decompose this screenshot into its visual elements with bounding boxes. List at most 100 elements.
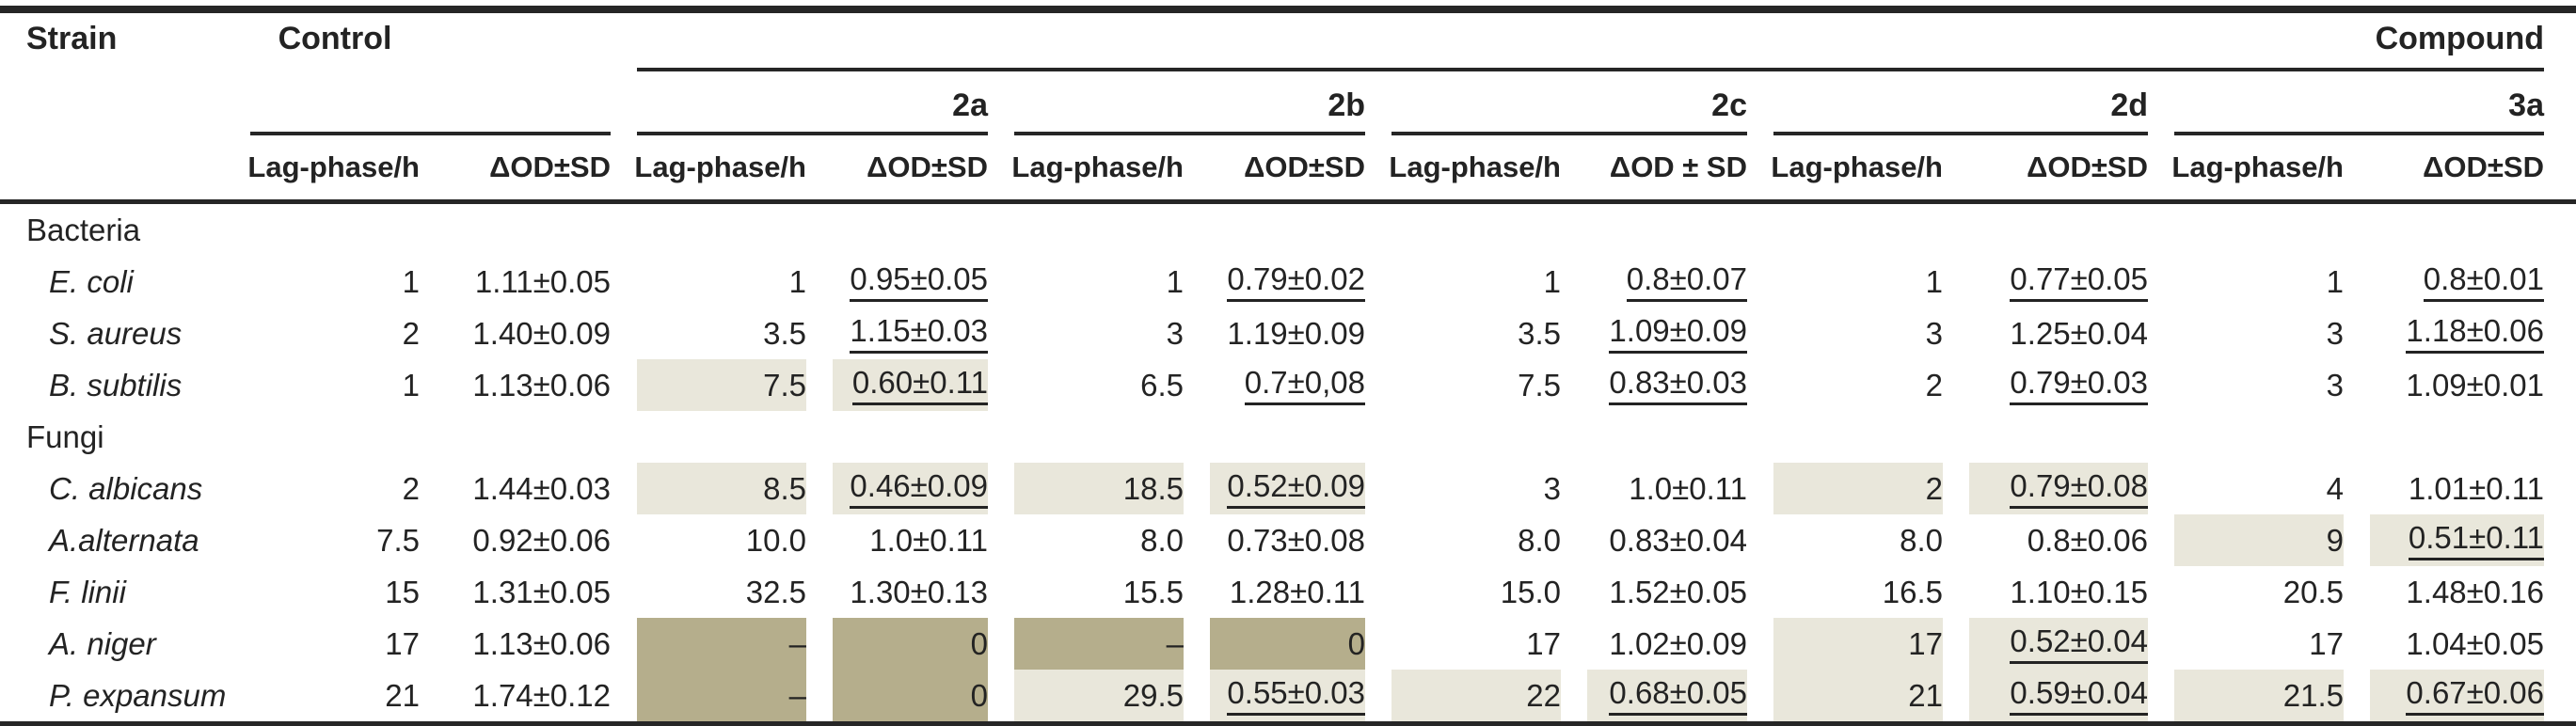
value-cell: 1.44±0.03 <box>472 470 611 506</box>
value-cell: 0.68±0.05 <box>1587 670 1747 721</box>
value-cell: 0 <box>833 618 988 670</box>
header-body-divider-rule <box>0 199 2576 204</box>
value-cell: 0.8±0.01 <box>2370 256 2544 308</box>
value-cell: 0.51±0.11 <box>2370 514 2544 566</box>
value-cell: 7.5 <box>1518 367 1561 402</box>
value-cell: 1.09±0.09 <box>1587 308 1747 359</box>
underlined-value: 0.68±0.05 <box>1609 676 1747 716</box>
table-row: E. coli 1 1.11±0.05 1 0.95±0.05 1 0.79±0.02 1 0.… <box>26 256 2544 308</box>
value-cell: 1.31±0.05 <box>472 574 611 609</box>
table-row: A. niger 17 1.13±0.06–0–0 17 1.02±0.09 17 0.52… <box>26 618 2544 670</box>
value-cell: 3.5 <box>1518 315 1561 351</box>
underlined-value: 0.79±0.08 <box>2010 469 2148 509</box>
group-header-2a: 2a <box>637 71 988 135</box>
value-cell: 1.13±0.06 <box>472 367 611 402</box>
subheader-od-2b: ΔOD±SD <box>1244 150 1365 183</box>
underlined-value: 1.15±0.03 <box>850 314 988 354</box>
value-cell: 0.79±0.03 <box>1969 359 2148 411</box>
value-cell: 21 <box>385 677 420 713</box>
strain-cell: F. linii <box>49 574 126 609</box>
value-cell: 8.0 <box>1518 522 1561 558</box>
underlined-value: 0.8±0.07 <box>1626 262 1747 302</box>
value-cell: 2 <box>1925 367 1943 402</box>
value-cell: 9 <box>2174 514 2344 566</box>
control-header: Control <box>278 21 392 56</box>
value-cell: – <box>637 670 806 721</box>
underlined-value: 0.83±0.03 <box>1609 366 1747 405</box>
value-cell: 15.0 <box>1500 574 1561 609</box>
value-cell: 1.09±0.01 <box>2406 367 2544 402</box>
value-cell: 1.28±0.11 <box>1229 574 1365 609</box>
value-cell: 21.5 <box>2174 670 2344 721</box>
underlined-value: 0.7±0,08 <box>1244 366 1365 405</box>
underlined-value: 0.46±0.09 <box>850 469 988 509</box>
group-header-2c: 2c <box>1391 71 1747 135</box>
value-cell: 0 <box>833 670 988 721</box>
value-cell: 1.10±0.15 <box>2010 574 2148 609</box>
value-cell: 0.83±0.03 <box>1587 359 1747 411</box>
value-cell: 1.02±0.09 <box>1609 625 1747 661</box>
value-cell: 0.92±0.06 <box>472 522 611 558</box>
subheader-lag-2b: Lag-phase/h <box>1011 150 1184 183</box>
value-cell: 0.55±0.03 <box>1210 670 1365 721</box>
underlined-value: 0.52±0.09 <box>1227 469 1365 509</box>
subheader-od-2d: ΔOD±SD <box>2027 150 2148 183</box>
table-row: C. albicans 2 1.44±0.03 8.5 0.46±0.09 18.5 0.5… <box>26 463 2544 514</box>
table-body: Bacteria E. coli 1 1.11±0.05 1 0.95±0.05 1 0.79… <box>26 204 2544 721</box>
value-cell: 22 <box>1391 670 1561 721</box>
results-table: Strain Control Compound 2a 2b 2c 2d 3a L… <box>0 6 2576 726</box>
value-cell: 32.5 <box>745 574 806 609</box>
value-cell: 1.30±0.13 <box>850 574 988 609</box>
value-cell: 1 <box>402 263 420 299</box>
subheader-lag-2a: Lag-phase/h <box>634 150 806 183</box>
group-header-3a: 3a <box>2174 71 2544 135</box>
value-cell: 0.83±0.04 <box>1609 522 1747 558</box>
value-cell: 8.0 <box>1140 522 1184 558</box>
value-cell: 20.5 <box>2282 574 2344 609</box>
strain-cell: B. subtilis <box>49 367 183 402</box>
value-cell: 0.46±0.09 <box>833 463 988 514</box>
underlined-value: 0.60±0.11 <box>851 366 988 405</box>
value-cell: 17 <box>1526 625 1561 661</box>
value-cell: 17 <box>385 625 420 661</box>
value-cell: 0.79±0.08 <box>1969 463 2148 514</box>
underlined-value: 1.09±0.09 <box>1609 314 1747 354</box>
value-cell: 3 <box>1543 470 1561 506</box>
subheader-lag-control: Lag-phase/h <box>247 150 420 183</box>
body-table: Bacteria E. coli 1 1.11±0.05 1 0.95±0.05 1 0.79… <box>0 204 2570 721</box>
value-cell: 1.48±0.16 <box>2406 574 2544 609</box>
subheader-lag-2d: Lag-phase/h <box>1771 150 1943 183</box>
subheader-od-2c: ΔOD ± SD <box>1609 150 1747 183</box>
value-cell: – <box>1014 618 1184 670</box>
table-row: A.alternata 7.5 0.92±0.06 10.0 1.0±0.11 8.0 0.… <box>26 514 2544 566</box>
table-row: P. expansum 21 1.74±0.12–0 29.5 0.55±0.03 22 0… <box>26 670 2544 721</box>
underlined-value: 0.51±0.11 <box>2408 521 2544 560</box>
table-row: S. aureus 2 1.40±0.09 3.5 1.15±0.03 3 1.19±0.0… <box>26 308 2544 359</box>
value-cell: 1.18±0.06 <box>2370 308 2544 359</box>
underlined-value: 0.55±0.03 <box>1227 676 1365 716</box>
value-cell: 15.5 <box>1122 574 1184 609</box>
value-cell: 16.5 <box>1882 574 1943 609</box>
section-label: Bacteria <box>26 212 141 247</box>
header-table: Strain Control Compound 2a 2b 2c 2d 3a L… <box>0 13 2570 199</box>
subheader-lag-3a: Lag-phase/h <box>2171 150 2344 183</box>
value-cell: 10.0 <box>745 522 806 558</box>
value-cell: 7.5 <box>376 522 420 558</box>
control-rule <box>250 71 611 135</box>
strain-cell: S. aureus <box>49 315 183 351</box>
value-cell: 17 <box>1773 618 1943 670</box>
value-cell: – <box>637 618 806 670</box>
strain-cell: A. niger <box>49 625 156 661</box>
value-cell: 1.13±0.06 <box>472 625 611 661</box>
underlined-value: 0.52±0.04 <box>2010 624 2148 664</box>
subheader-od-2a: ΔOD±SD <box>867 150 988 183</box>
strain-cell: C. albicans <box>49 470 203 506</box>
subheader-od-3a: ΔOD±SD <box>2423 150 2544 183</box>
value-cell: 1 <box>788 263 806 299</box>
underlined-value: 0.79±0.02 <box>1227 262 1365 302</box>
value-cell: 8.0 <box>1900 522 1943 558</box>
value-cell: 2 <box>1773 463 1943 514</box>
value-cell: 0.79±0.02 <box>1210 256 1365 308</box>
value-cell: 1.15±0.03 <box>833 308 988 359</box>
value-cell: 0.95±0.05 <box>833 256 988 308</box>
